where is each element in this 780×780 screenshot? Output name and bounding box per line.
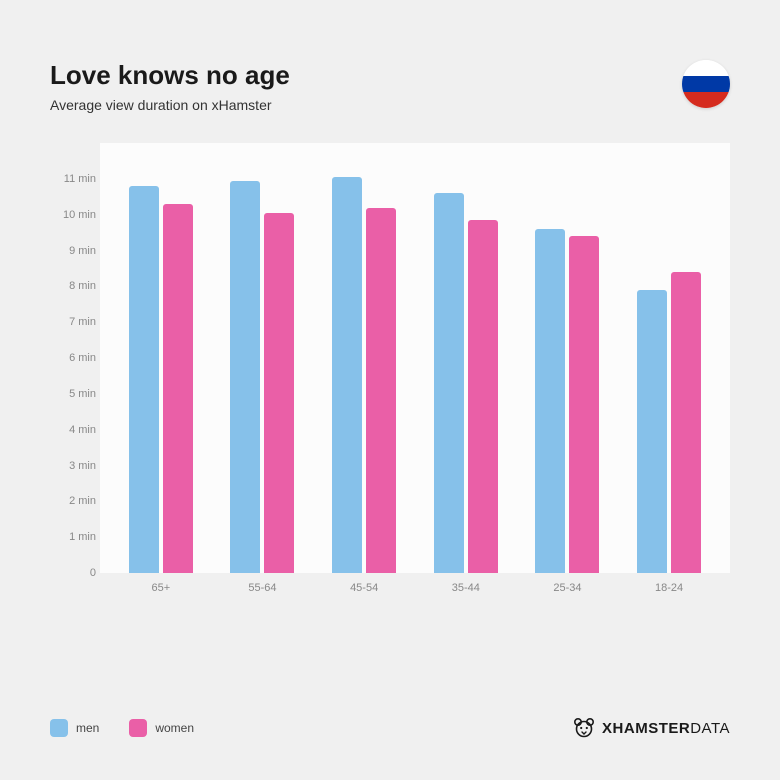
chart: 01 min2 min3 min4 min5 min6 min7 min8 mi… [100, 143, 730, 603]
x-tick-label: 45-54 [332, 582, 396, 594]
bar-men [230, 181, 260, 573]
flag-stripe-mid [682, 76, 730, 92]
legend-item: women [129, 719, 194, 737]
legend-label: men [76, 721, 99, 735]
page-subtitle: Average view duration on xHamster [50, 97, 290, 113]
x-tick-label: 18-24 [637, 582, 701, 594]
x-tick-label: 35-44 [434, 582, 498, 594]
bar-men [535, 229, 565, 573]
brand-logo: XHAMSTERDATA [572, 716, 730, 740]
bar-women [468, 220, 498, 573]
y-tick-label: 11 min [46, 173, 96, 185]
legend: men women [50, 719, 194, 737]
y-tick-label: 7 min [46, 316, 96, 328]
bar-group [637, 272, 701, 573]
bar-men [637, 290, 667, 573]
bar-group [332, 177, 396, 573]
bar-men [434, 193, 464, 573]
brand-prefix: X [602, 720, 613, 737]
legend-item: men [50, 719, 99, 737]
y-tick-label: 4 min [46, 424, 96, 436]
y-tick-label: 8 min [46, 280, 96, 292]
bar-women [264, 213, 294, 573]
footer: men women XHAMSTERDATA [50, 716, 730, 740]
x-tick-label: 65+ [129, 582, 193, 594]
bar-group [129, 186, 193, 573]
brand-light: DATA [690, 720, 730, 737]
x-axis: 65+ 55-64 45-54 35-44 25-34 18-24 [100, 573, 730, 603]
bar-group [434, 193, 498, 573]
y-tick-label: 9 min [46, 245, 96, 257]
y-axis: 01 min2 min3 min4 min5 min6 min7 min8 mi… [46, 143, 96, 573]
brand-bold: HAMSTER [613, 720, 691, 737]
legend-swatch [50, 719, 68, 737]
y-tick-label: 3 min [46, 460, 96, 472]
legend-swatch [129, 719, 147, 737]
flag-icon [682, 60, 730, 108]
bar-women [671, 272, 701, 573]
legend-label: women [155, 721, 194, 735]
bar-men [129, 186, 159, 573]
y-tick-label: 1 min [46, 531, 96, 543]
titles: Love knows no age Average view duration … [50, 60, 290, 113]
x-tick-label: 25-34 [535, 582, 599, 594]
flag-stripe-bot [682, 92, 730, 108]
y-tick-label: 10 min [46, 209, 96, 221]
y-tick-label: 6 min [46, 352, 96, 364]
bar-men [332, 177, 362, 573]
bar-women [569, 236, 599, 573]
x-tick-label: 55-64 [230, 582, 294, 594]
y-tick-label: 5 min [46, 388, 96, 400]
header: Love knows no age Average view duration … [50, 60, 730, 113]
page-title: Love knows no age [50, 60, 290, 91]
bar-group [535, 229, 599, 573]
bar-group [230, 181, 294, 573]
flag-stripe-top [682, 60, 730, 76]
brand-text: XHAMSTERDATA [602, 720, 730, 737]
y-tick-label: 0 [46, 567, 96, 579]
bars-container [100, 143, 730, 573]
hamster-icon [572, 716, 596, 740]
y-tick-label: 2 min [46, 495, 96, 507]
bar-women [366, 208, 396, 574]
bar-women [163, 204, 193, 573]
